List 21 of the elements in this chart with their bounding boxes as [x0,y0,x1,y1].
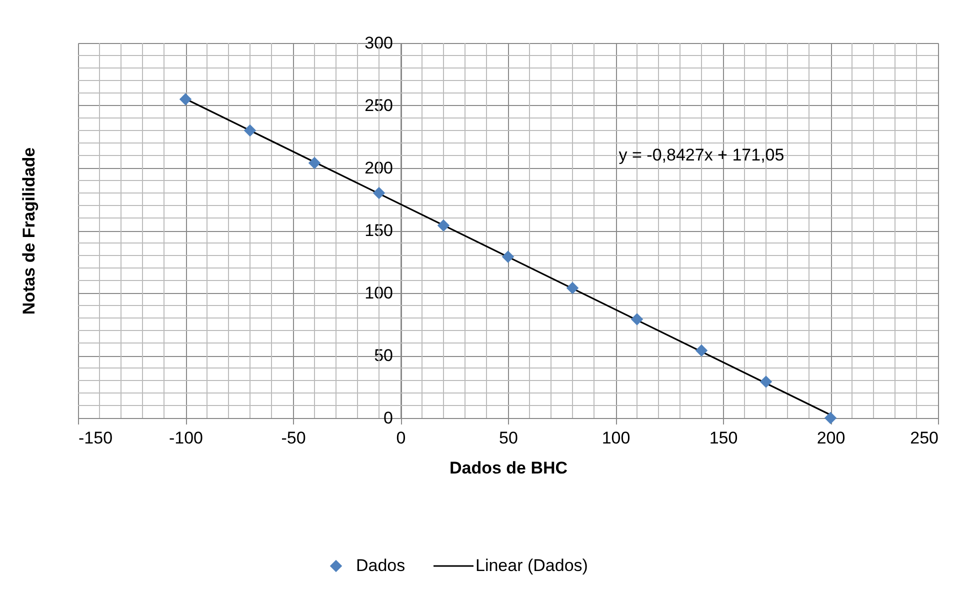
legend-label: Dados [356,556,406,575]
x-tick-label: -150 [78,428,113,448]
y-tick-label: 100 [364,284,393,302]
x-tick-label: 50 [499,428,518,448]
x-tick-label: 250 [910,428,938,448]
y-tick-label: 300 [364,34,393,52]
y-axis-title: Notas de Fragilidade [20,147,38,315]
x-tick-label: -100 [168,428,204,448]
y-tick-label: 250 [364,96,393,115]
y-tick-label: 50 [374,346,393,365]
y-tick-label: 200 [364,158,393,178]
legend-label: Linear (Dados) [476,556,588,575]
annotation: y = -0,8427x + 171,05 [618,146,784,164]
x-axis-title: Dados de BHC [449,458,568,478]
x-tick-label: 150 [709,428,738,448]
x-tick-label: 0 [396,428,406,448]
y-tick-label: 0 [384,408,393,428]
x-tick-label: -50 [281,428,306,448]
x-tick-label: 200 [816,428,846,448]
x-tick-label: 100 [602,428,630,448]
y-tick-label: 150 [364,221,393,240]
